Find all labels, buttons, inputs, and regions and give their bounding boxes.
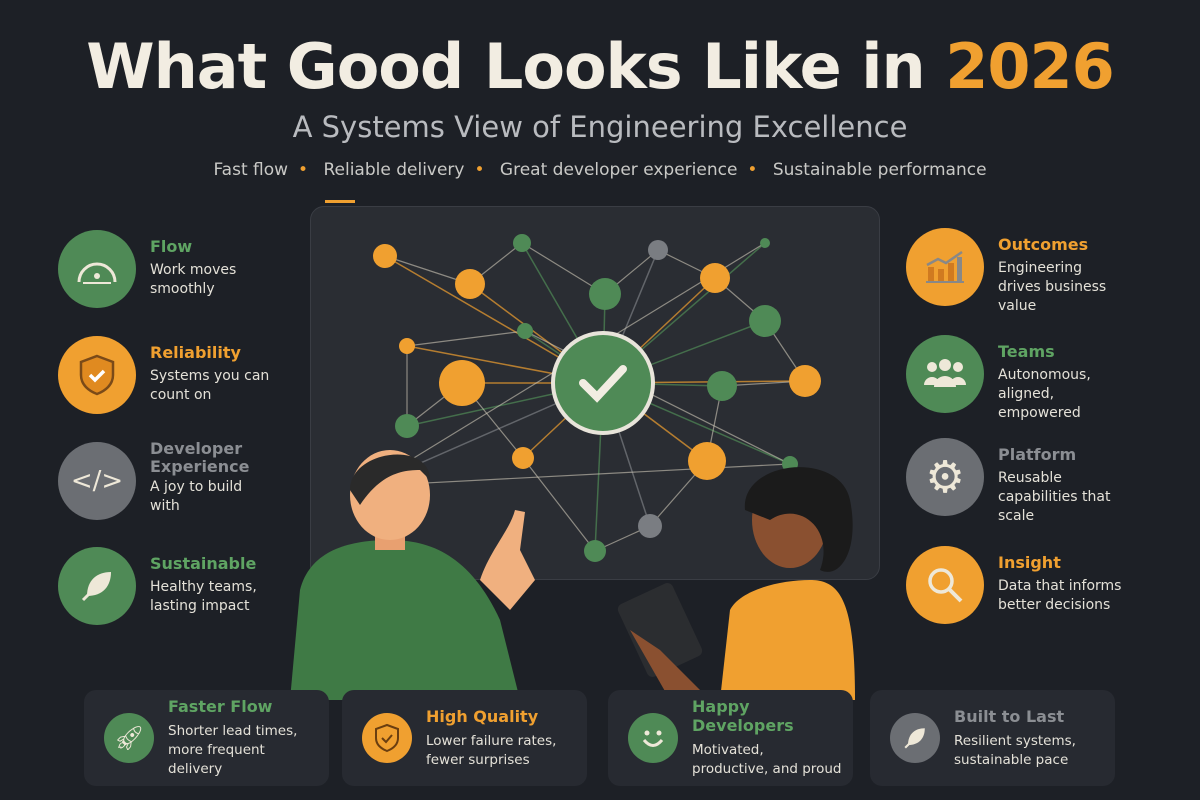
- network-node: [513, 234, 531, 252]
- speedometer-icon: [58, 230, 136, 308]
- leaf-icon: [58, 547, 136, 625]
- pillar-desc: Data that informs better decisions: [998, 578, 1122, 613]
- bar-chart-icon: [906, 228, 984, 306]
- title-year: 2026: [945, 30, 1115, 103]
- tag-line: Fast flow • Reliable delivery • Great deve…: [213, 160, 987, 180]
- pillar-title: Teams: [998, 342, 1055, 361]
- card-title: Faster Flow: [168, 697, 273, 716]
- pillar-title: Developer Experience: [150, 439, 250, 476]
- magnifier-icon: [906, 546, 984, 624]
- network-link: [522, 457, 596, 552]
- subtitle: A Systems View of Engineering Excellence: [292, 110, 908, 144]
- pillar-desc: Reusable capabilities that scale: [998, 470, 1111, 524]
- code-icon: </>: [58, 442, 136, 520]
- network-node: [707, 371, 737, 401]
- outcome-card-faster-flow: 🚀︎ Faster Flow Shorter lead times, more f…: [84, 690, 329, 786]
- title-text: What Good Looks Like in: [86, 30, 925, 103]
- pillar-desc: A joy to build with: [150, 479, 243, 514]
- network-node: [517, 323, 533, 339]
- network-node: [749, 305, 781, 337]
- checkmark-icon: [579, 365, 627, 403]
- network-node: [399, 338, 415, 354]
- network-node: [589, 278, 621, 310]
- card-title: Built to Last: [954, 706, 1065, 726]
- page-title: What Good Looks Like in 2026: [0, 30, 1200, 103]
- card-desc: Motivated, productive, and proud: [692, 742, 842, 777]
- tag: Fast flow: [213, 160, 289, 180]
- pillar-outcomes: Outcomes Engineering drives business valu…: [906, 228, 1128, 316]
- card-desc: Lower failure rates, fewer surprises: [426, 732, 557, 768]
- outcome-card-happy-developers: Happy Developers Motivated, productive, a…: [608, 690, 853, 786]
- network-link: [406, 330, 526, 347]
- pillar-desc: Healthy teams, lasting impact: [150, 579, 257, 614]
- pillar-flow: Flow Work moves smoothly: [58, 230, 250, 308]
- network-node: [395, 414, 419, 438]
- network-node: [584, 540, 606, 562]
- pillar-title: Reliability: [150, 343, 241, 362]
- shield-check-icon: [362, 713, 412, 763]
- network-node: [373, 244, 397, 268]
- shield-check-icon: [58, 336, 136, 414]
- pillar-desc: Engineering drives business value: [998, 260, 1107, 314]
- network-node: [512, 447, 534, 469]
- rocket-icon: 🚀︎: [104, 713, 154, 763]
- network-node: [760, 238, 770, 248]
- network-diagram: [363, 234, 821, 562]
- leaf-icon: [890, 713, 940, 763]
- pillar-platform: ⚙ Platform Reusable capabilities that sca…: [906, 438, 1138, 526]
- network-node: [700, 263, 730, 293]
- pillar-title: Sustainable: [150, 554, 257, 573]
- people-icon: [906, 335, 984, 413]
- network-node: [638, 514, 662, 538]
- pillar-desc: Systems you can count on: [150, 368, 270, 403]
- pillar-reliability: Reliability Systems you can count on: [58, 336, 270, 414]
- central-hub: [551, 331, 655, 435]
- outcome-card-built-to-last: Built to Last Resilient systems, sustaina…: [870, 690, 1115, 786]
- pillar-title: Outcomes: [998, 235, 1089, 254]
- pillar-sustainable: Sustainable Healthy teams, lasting impact: [58, 547, 270, 625]
- gear-icon: ⚙: [906, 438, 984, 516]
- pillar-insight: Insight Data that informs better decision…: [906, 546, 1128, 624]
- network-node: [439, 360, 485, 406]
- network-node: [648, 240, 668, 260]
- network-node: [789, 365, 821, 397]
- pillar-desc: Work moves smoothly: [150, 262, 237, 297]
- card-title: Happy Developers: [692, 697, 794, 735]
- pillar-title: Insight: [998, 553, 1061, 572]
- pillar-developer-experience: </> Developer Experience A joy to build w…: [58, 439, 250, 520]
- tag: Great developer experience: [499, 160, 738, 180]
- smiley-icon: [628, 713, 678, 763]
- people-illustration: [290, 450, 855, 700]
- network-node: [688, 442, 726, 480]
- network-link: [521, 242, 606, 295]
- card-desc: Resilient systems, sustainable pace: [954, 732, 1076, 768]
- outcome-card-high-quality: High Quality Lower failure rates, fewer s…: [342, 690, 587, 786]
- pillar-desc: Autonomous, aligned, empowered: [998, 367, 1091, 421]
- pillar-title: Platform: [998, 445, 1077, 464]
- tag: Reliable delivery: [323, 160, 465, 180]
- network-node: [455, 269, 485, 299]
- card-desc: Shorter lead times, more frequent delive…: [168, 723, 298, 777]
- pillar-teams: Teams Autonomous, aligned, empowered: [906, 335, 1133, 423]
- tag: Sustainable performance: [772, 160, 987, 180]
- card-title: High Quality: [426, 706, 539, 726]
- accent-bar: [325, 200, 355, 203]
- pillar-title: Flow: [150, 237, 193, 256]
